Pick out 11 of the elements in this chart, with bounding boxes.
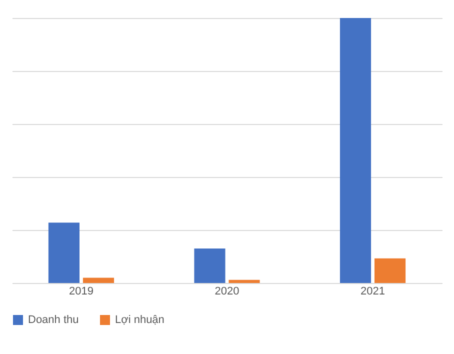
bar	[374, 258, 406, 283]
x-tick-label: 2020	[214, 286, 240, 298]
bar	[82, 278, 114, 283]
x-tick-label: 2021	[360, 286, 386, 298]
legend-label: Lợi nhuận	[115, 314, 164, 326]
bar	[48, 222, 80, 283]
bar	[194, 248, 226, 283]
bar	[340, 18, 372, 283]
legend-label: Doanh thu	[28, 314, 79, 326]
x-tick-label: 2019	[68, 286, 94, 298]
bar	[228, 280, 260, 283]
